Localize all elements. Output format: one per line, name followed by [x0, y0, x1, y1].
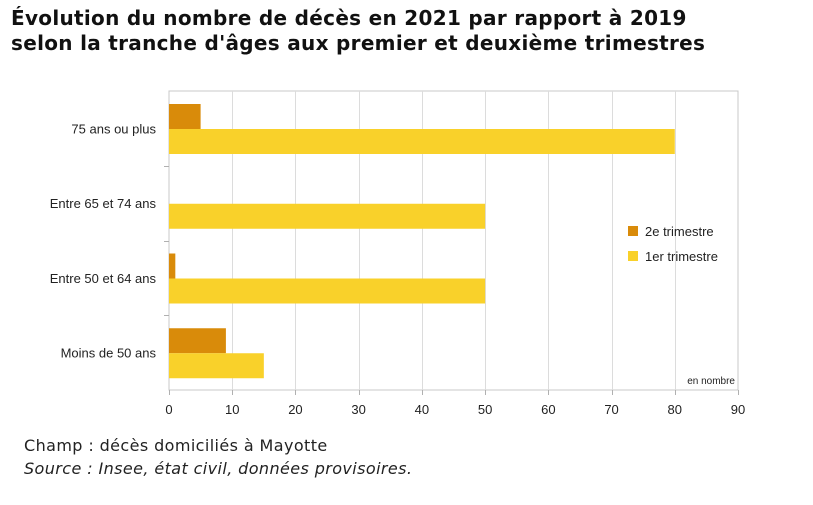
bar-q2-0 [169, 104, 201, 129]
plot-area [168, 90, 739, 391]
x-tick-label-0: 0 [165, 402, 172, 417]
chart-title-line-2: selon la tranche d'âges aux premier et d… [11, 31, 706, 55]
x-tick-label-90: 90 [731, 402, 745, 417]
legend-label-1: 1er trimestre [645, 249, 718, 264]
category-label-3: Moins de 50 ans [61, 346, 157, 361]
bar-q2-2 [169, 253, 176, 279]
x-tick-label-10: 10 [225, 402, 239, 417]
x-tick-label-50: 50 [478, 402, 492, 417]
bar-q1-3 [169, 353, 264, 379]
x-tick-label-70: 70 [604, 402, 618, 417]
champ-note: Champ : décès domiciliés à Mayotte [24, 436, 328, 455]
x-tick-label-30: 30 [351, 402, 365, 417]
chart-title-line-1: Évolution du nombre de décès en 2021 par… [11, 6, 687, 30]
bar-q2-3 [169, 328, 226, 354]
chart-footer: Champ : décès domiciliés à Mayotte Sourc… [24, 434, 412, 480]
legend-swatch-1 [628, 251, 638, 261]
x-tick-label-20: 20 [288, 402, 302, 417]
source-note: Source : Insee, état civil, données prov… [24, 459, 413, 478]
x-tick-label-60: 60 [541, 402, 555, 417]
category-label-1: Entre 65 et 74 ans [50, 196, 157, 211]
category-label-0: 75 ans ou plus [71, 121, 156, 136]
chart-title: Évolution du nombre de décès en 2021 par… [11, 6, 806, 56]
category-label-2: Entre 50 et 64 ans [50, 271, 157, 286]
unit-label: en nombre [687, 376, 735, 387]
bar-q1-2 [169, 278, 486, 304]
legend-swatch-0 [628, 226, 638, 236]
x-tick-label-40: 40 [415, 402, 429, 417]
bar-q1-1 [169, 203, 486, 229]
bar-q1-0 [169, 129, 675, 154]
x-tick-label-80: 80 [668, 402, 682, 417]
legend-label-0: 2e trimestre [645, 224, 714, 239]
bar-chart: 0 10 20 30 40 50 60 70 80 90 75 ans ou plus Entre 6… [50, 90, 745, 417]
